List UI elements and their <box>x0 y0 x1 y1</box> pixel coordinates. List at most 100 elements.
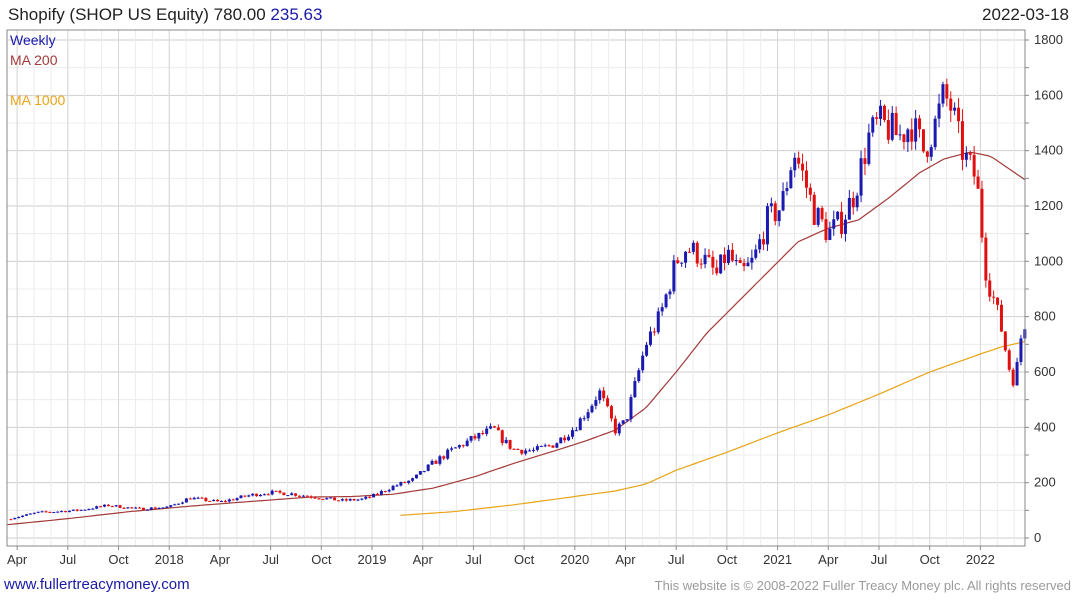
candle-up <box>227 499 231 502</box>
candle-up <box>301 495 305 497</box>
candle-up <box>379 491 383 495</box>
candle-down <box>910 129 914 142</box>
x-tick-label: 2018 <box>155 552 184 567</box>
x-tick-label: Jul <box>871 552 888 567</box>
x-tick-label: Oct <box>920 552 941 567</box>
moving-averages <box>6 151 1026 526</box>
candle-down <box>520 449 524 454</box>
y-tick-label: 200 <box>1034 475 1056 490</box>
candle-up <box>477 432 481 439</box>
candle-up <box>145 509 149 511</box>
candle-up <box>173 504 177 506</box>
candle-down <box>602 390 606 399</box>
candle-down <box>996 297 1000 305</box>
candle-down <box>984 237 988 281</box>
candle-down <box>188 498 192 500</box>
x-tick-label: 2020 <box>560 552 589 567</box>
candle-down <box>945 84 949 99</box>
x-axis: Apr Jul Oct 2018 Apr Jul Oct 2019 Apr Jul Oct 2020 A… <box>7 546 995 567</box>
candle-up <box>387 490 391 492</box>
candle-down <box>352 499 356 501</box>
candle-down <box>110 506 114 508</box>
candle-down <box>988 280 992 297</box>
candle-up <box>21 515 25 517</box>
candle-down <box>723 254 727 263</box>
candle-down <box>266 494 270 496</box>
candle-up <box>586 412 590 419</box>
candle-up <box>656 311 660 333</box>
candle-up <box>1015 362 1019 386</box>
candle-down <box>797 157 801 164</box>
y-tick-label: 400 <box>1034 419 1056 434</box>
candle-down <box>512 448 516 450</box>
candle-down <box>918 118 922 130</box>
candle-down <box>309 496 313 498</box>
candle-down <box>863 158 867 164</box>
candle-up <box>765 206 769 245</box>
candle-up <box>364 496 368 499</box>
candle-up <box>832 219 836 229</box>
candle-down <box>992 296 996 298</box>
candle-up <box>933 118 937 148</box>
candle-up <box>754 249 758 258</box>
candle-down <box>695 242 699 264</box>
candle-up <box>102 504 106 507</box>
candle-down <box>676 260 680 264</box>
candle-down <box>313 497 317 499</box>
candle-up <box>196 497 200 499</box>
candle-up <box>360 498 364 500</box>
candle-down <box>812 194 816 225</box>
candle-up <box>855 195 859 208</box>
candle-up <box>660 307 664 312</box>
candles <box>9 78 1027 521</box>
candle-down <box>473 436 477 439</box>
candle-up <box>418 471 422 475</box>
candle-up <box>777 210 781 222</box>
candle-up <box>816 208 820 225</box>
candle-down <box>200 497 204 499</box>
candle-up <box>648 331 652 345</box>
candle-up <box>157 508 161 510</box>
candle-up <box>726 249 730 263</box>
candle-down <box>336 500 340 502</box>
candle-down <box>762 239 766 245</box>
candle-up <box>36 511 40 513</box>
candle-up <box>793 157 797 171</box>
candle-down <box>434 460 438 464</box>
candle-down <box>976 176 980 189</box>
candle-down <box>496 427 500 431</box>
candle-down <box>1007 350 1011 370</box>
candle-down <box>715 267 719 274</box>
candle-up <box>937 103 941 119</box>
candle-up <box>180 502 184 504</box>
y-tick-label: 1000 <box>1034 253 1063 268</box>
y-axis: 0 200 400 600 800 1000 1200 1400 1600 1800 <box>1025 32 1063 545</box>
candle-down <box>223 500 227 502</box>
candle-up <box>24 514 28 516</box>
candle-down <box>801 163 805 171</box>
candle-down <box>730 249 734 261</box>
candle-down <box>274 490 278 492</box>
candle-down <box>153 507 157 509</box>
candle-up <box>621 420 625 424</box>
candle-down <box>243 495 247 497</box>
candle-up <box>165 506 169 508</box>
candle-up <box>372 493 376 498</box>
candle-down <box>9 519 13 521</box>
candle-down <box>925 151 929 157</box>
candle-down <box>492 426 496 428</box>
candle-up <box>847 197 851 220</box>
x-tick-label: 2021 <box>763 552 792 567</box>
site-link[interactable]: www.fullertreacymoney.com <box>4 576 190 593</box>
legend-ma1000: MA 1000 <box>10 92 66 108</box>
candle-down <box>282 492 286 496</box>
candle-down <box>894 112 898 136</box>
candle-down <box>851 197 855 208</box>
x-tick-label: Jul <box>668 552 685 567</box>
candle-down <box>902 134 906 143</box>
candle-up <box>734 260 738 262</box>
candle-down <box>344 499 348 501</box>
candle-up <box>169 505 173 507</box>
candle-up <box>95 506 99 509</box>
